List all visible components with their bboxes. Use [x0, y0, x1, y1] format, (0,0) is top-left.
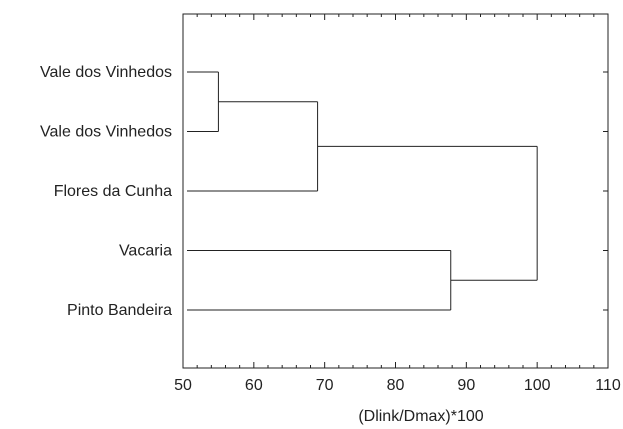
axis-ticks — [182, 14, 609, 368]
leaf-label: Pinto Bandeira — [67, 302, 172, 319]
leaf-labels: Vale dos Vinhedos Vale dos Vinhedos Flores… — [40, 64, 172, 319]
leaf-label: Vale dos Vinhedos — [40, 64, 172, 81]
x-tick-label: 100 — [524, 377, 551, 394]
x-tick-label: 90 — [457, 377, 475, 394]
x-axis-label: (Dlink/Dmax)*100 — [358, 408, 483, 425]
x-tick-label: 60 — [245, 377, 263, 394]
x-tick-labels: 50 60 70 80 90 100 110 — [174, 377, 621, 394]
x-tick-label: 110 — [595, 377, 621, 394]
x-tick-label: 50 — [174, 377, 192, 394]
leaf-label: Vacaria — [119, 243, 172, 260]
x-tick-label: 80 — [387, 377, 405, 394]
dendrogram-links — [187, 71, 538, 311]
leaf-label: Vale dos Vinhedos — [40, 124, 172, 141]
leaf-label: Flores da Cunha — [54, 183, 172, 200]
x-tick-label: 70 — [316, 377, 334, 394]
